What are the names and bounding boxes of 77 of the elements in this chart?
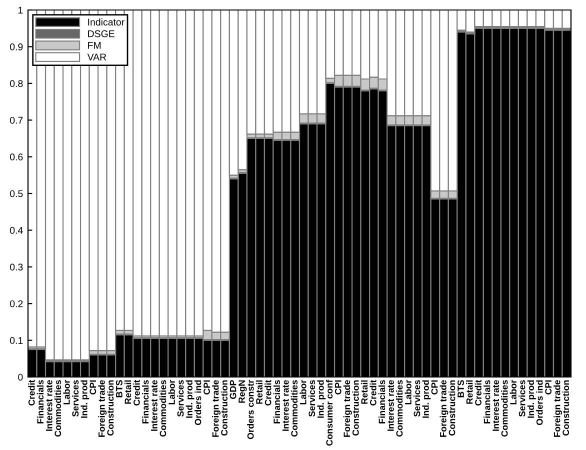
x-tick-label: Credit [28, 380, 35, 406]
legend-label: VAR [87, 54, 106, 60]
x-tick-label: Interest rate [492, 380, 499, 431]
x-tick-label: Labor [63, 380, 70, 404]
legend-label: Indicator [88, 18, 124, 26]
x-tick-label: Interest rate [282, 380, 289, 431]
x-tick-label: Retail [360, 380, 368, 404]
x-tick-label: RegN [238, 380, 247, 403]
y-tick-label: 0.5 [10, 190, 23, 198]
x-tick-label: CPI [204, 380, 210, 394]
y-tick-label: 0.8 [10, 80, 23, 88]
x-tick-label: Commodities [160, 380, 166, 437]
y-tick-label: 0.9 [10, 43, 23, 50]
x-tick-label: Orders constr [247, 380, 254, 440]
x-tick-label: Financials [36, 380, 44, 424]
x-tick-label: Foreign trade [554, 380, 562, 437]
x-tick-label: Interest rate [151, 380, 158, 431]
x-tick-label: Commodities [501, 380, 508, 437]
y-tick-label: 1 [18, 6, 23, 14]
x-tick-label: CPI [90, 380, 96, 394]
x-tick-label: Labor [168, 380, 175, 404]
x-tick-label: GDP [230, 380, 236, 399]
x-tick-label: Commodities [290, 380, 298, 437]
y-tick-label: 0 [18, 374, 23, 381]
x-tick-label: Construction [220, 380, 228, 436]
x-tick-label: Services [177, 380, 184, 417]
x-tick-label: Interest rate [388, 380, 394, 431]
x-tick-label: Credit [370, 380, 376, 406]
x-tick-label: Orders ind [536, 380, 543, 426]
x-tick-label: Commodities [54, 380, 62, 437]
y-tick-label: 0.6 [10, 154, 23, 160]
y-tick-label: 0.3 [10, 264, 23, 271]
x-tick-label: Ind. prod [422, 380, 431, 418]
x-tick-label: BTS [458, 380, 464, 398]
y-tick-label: 0.1 [10, 337, 23, 344]
x-tick-label: Construction [106, 380, 114, 436]
x-tick-label: Ind. prod [80, 380, 90, 418]
x-tick-label: Interest rate [46, 380, 52, 431]
x-tick-label: Retail [256, 380, 263, 404]
x-tick-label: Financials [273, 380, 280, 424]
y-tick-label: 0.2 [10, 300, 23, 308]
x-tick-label: Credit [133, 380, 140, 406]
legend-label: DSGE [88, 30, 114, 38]
x-tick-label: Commodities [396, 380, 403, 437]
x-tick-label: Services [518, 380, 526, 417]
x-tick-label: Consumer conf [326, 380, 333, 446]
x-tick-label: Financials [142, 380, 149, 424]
x-tick-label: Ind. prod [317, 380, 326, 418]
x-tick-label: Credit [474, 380, 482, 406]
x-tick-label: Construction [448, 380, 456, 436]
x-tick-label: Ind. prod [527, 380, 536, 418]
x-tick-label: CPI [545, 380, 552, 394]
x-tick-label: CPI [334, 380, 342, 394]
x-tick-label: Services [308, 380, 316, 417]
x-tick-label: Retail [466, 380, 473, 404]
x-tick-label: Orders ind [194, 380, 202, 426]
y-tick-label: 0.4 [10, 226, 23, 234]
x-tick-label: Labor [510, 380, 516, 404]
x-tick-label: Financials [484, 380, 490, 424]
x-tick-label: Construction [562, 380, 570, 436]
legend-label: FM [88, 42, 101, 49]
x-tick-label: Retail [124, 380, 132, 404]
x-tick-label: Foreign trade [343, 380, 352, 437]
y-tick-label: 0.7 [10, 116, 23, 124]
x-tick-label: Services [414, 380, 420, 417]
x-tick-label: BTS [116, 380, 122, 398]
x-tick-label: Services [72, 380, 79, 417]
x-tick-label: Credit [264, 380, 272, 406]
x-tick-label: Foreign trade [440, 380, 448, 437]
x-tick-label: Construction [352, 380, 359, 436]
x-tick-label: CPI [431, 380, 438, 394]
x-tick-label: Ind. prod [186, 380, 194, 418]
x-tick-label: Foreign trade [98, 380, 107, 437]
x-tick-label: Labor [404, 380, 412, 404]
x-tick-label: Financials [378, 380, 386, 424]
x-tick-label: Labor [300, 380, 306, 404]
x-tick-label: Foreign trade [212, 380, 221, 437]
